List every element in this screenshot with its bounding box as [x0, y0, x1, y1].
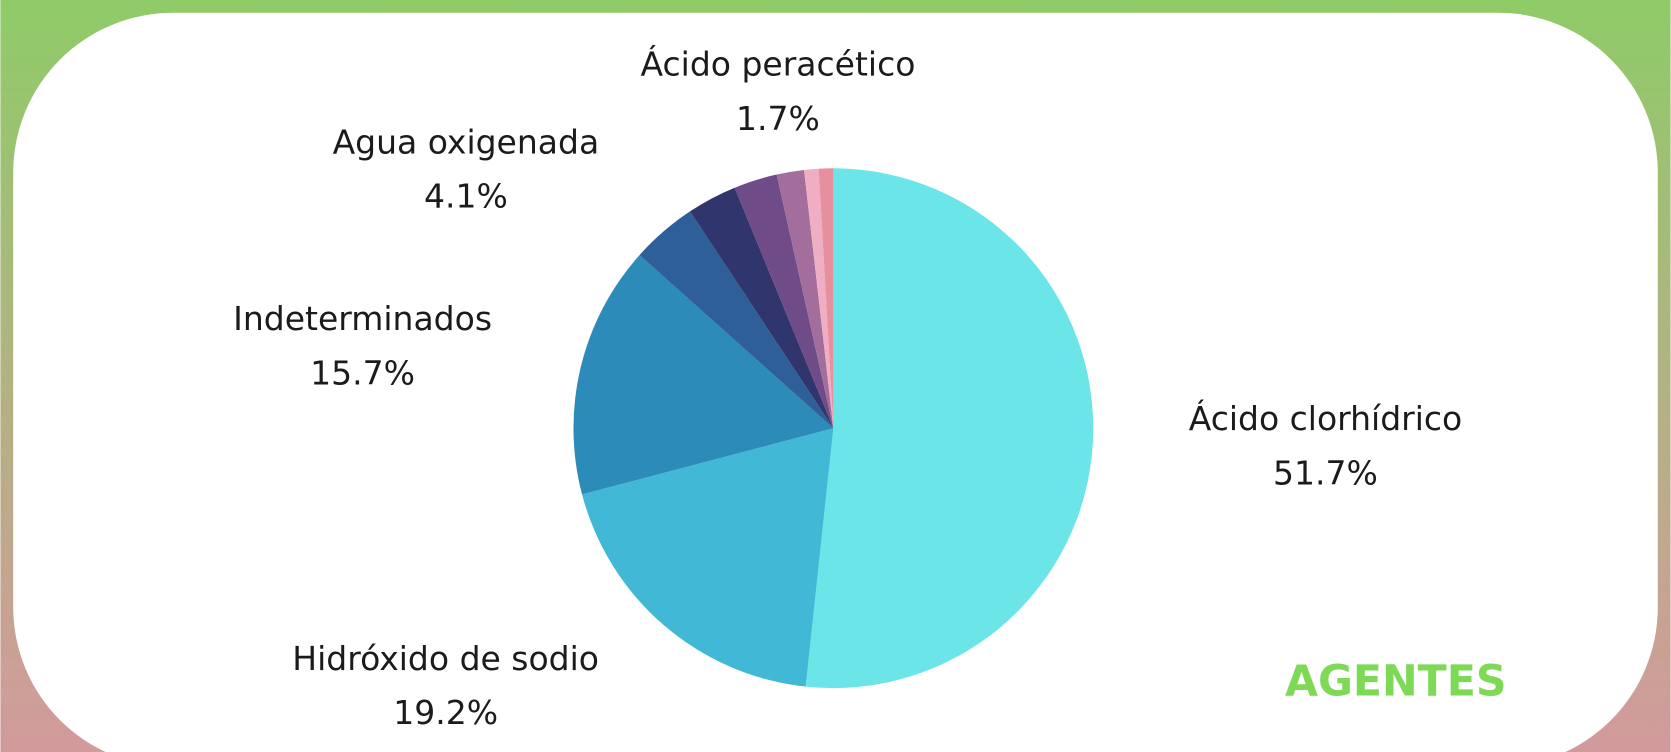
- pie-slice: [734, 174, 834, 429]
- value-label: 51.7%: [1273, 454, 1378, 493]
- value-label: 19.2%: [393, 693, 498, 732]
- value-label: 1.7%: [736, 99, 820, 138]
- labels: Ácido clorhídrico 51.7% Hidróxido de sodio…: [233, 44, 1462, 733]
- slice-label: Agua oxigenada: [333, 122, 600, 161]
- value-label: 15.7%: [310, 353, 415, 392]
- pie-slice: [818, 168, 834, 429]
- slice-label: Indeterminados: [233, 299, 492, 338]
- pie: [573, 168, 1094, 689]
- value-label: 4.1%: [424, 177, 508, 216]
- pie-slice: [582, 428, 834, 687]
- slice-label: Ácido clorhídrico: [1189, 398, 1463, 438]
- slice-label: Ácido peracético: [641, 44, 916, 84]
- chart-title: AGENTES: [1285, 656, 1507, 706]
- pie-slice: [805, 168, 1094, 689]
- pie-slice: [689, 187, 834, 429]
- pie-slice: [804, 168, 834, 429]
- pie-slice: [639, 211, 834, 429]
- pie-slice: [573, 255, 834, 495]
- slice-label: Hidróxido de sodio: [292, 639, 599, 678]
- pie-slice: [776, 169, 834, 429]
